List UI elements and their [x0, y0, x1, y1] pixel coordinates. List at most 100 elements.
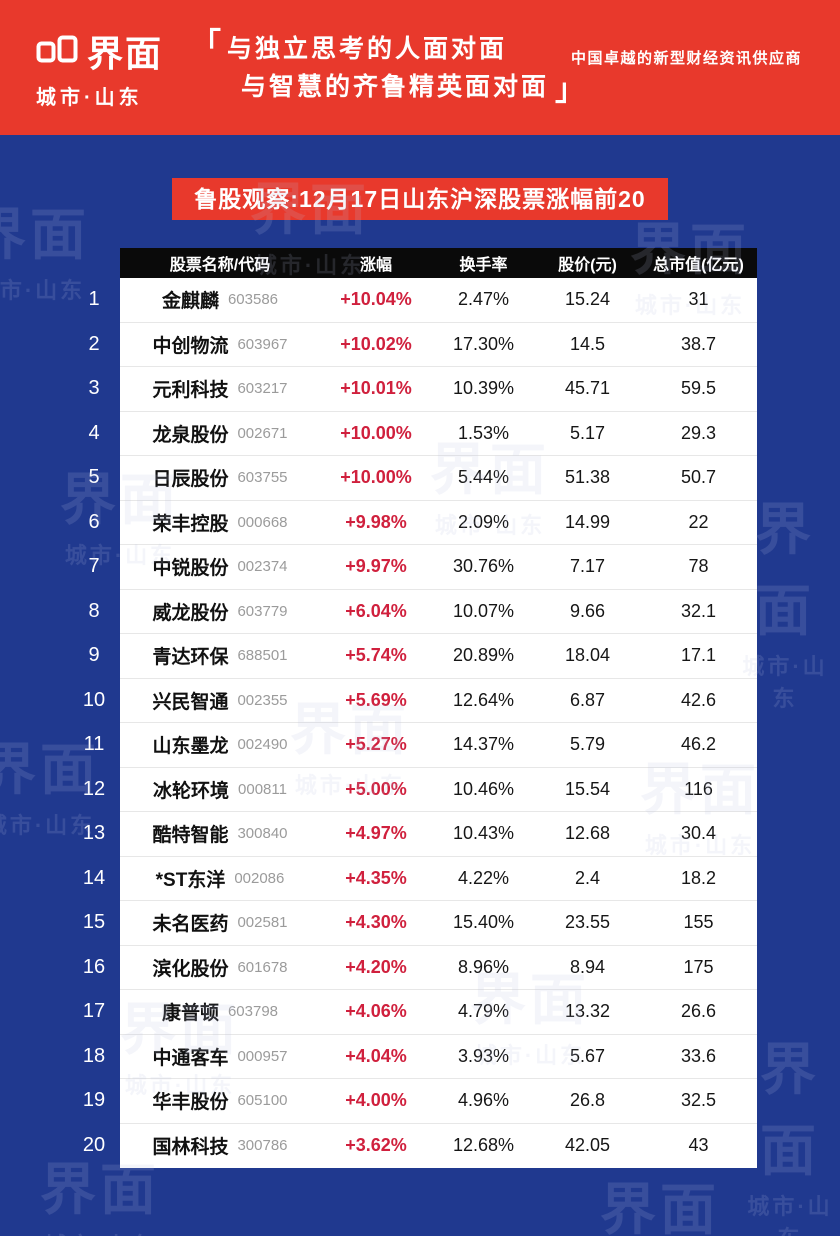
stock-name: 康普顿	[161, 1003, 219, 1025]
table-row: 15 未名医药 002581 +4.30% 15.40% 23.55 155	[83, 901, 757, 946]
stock-name: 山东墨龙	[152, 736, 229, 758]
stock-code: 300840	[237, 825, 288, 843]
market-cap-value: 38.7	[680, 333, 717, 354]
stock-name: 中锐股份	[152, 558, 229, 580]
market-cap-value: 175	[683, 956, 714, 977]
change-value: +4.97%	[345, 823, 407, 844]
logo-subtitle: 城市·山东	[36, 87, 143, 109]
change-value: +10.04%	[340, 289, 412, 310]
stock-name: 冰轮环境	[153, 780, 230, 802]
table-row: 11 山东墨龙 002490 +5.27% 14.37% 5.79 46.2	[84, 723, 757, 768]
stock-name-cell: 金麒麟 603586	[120, 278, 320, 322]
turnover-value: 8.96%	[457, 956, 510, 977]
stock-code: 603798	[227, 1003, 279, 1021]
change-value: +5.74%	[345, 645, 407, 666]
stock-name-cell: 酷特智能 300840	[120, 812, 320, 856]
stock-name-cell: 威龙股份 603779	[120, 590, 320, 634]
table-row: 20 国林科技 300786 +3.62% 12.68% 42.05 43	[83, 1124, 757, 1169]
stock-code: 000811	[238, 780, 287, 798]
stock-name: 国林科技	[152, 1137, 229, 1159]
table-row: 1 金麒麟 603586 +10.04% 2.47% 15.24 31	[88, 278, 757, 323]
price-value: 42.05	[564, 1135, 611, 1156]
stock-code: 601678	[237, 958, 288, 976]
price-value: 51.38	[564, 467, 611, 488]
column-header-1: 涨幅	[359, 257, 392, 274]
stock-name: 日辰股份	[152, 469, 229, 491]
change-value: +4.00%	[345, 1090, 407, 1111]
change-value: +10.00%	[340, 467, 412, 488]
price-value: 8.94	[569, 956, 606, 977]
rank-number: 1	[88, 288, 100, 311]
rank-number: 17	[82, 1000, 106, 1023]
slogan-line2: 与智慧的齐鲁精英面对面	[241, 72, 550, 101]
stock-name-cell: 中创物流 603967	[120, 323, 320, 367]
rank-number: 3	[88, 377, 100, 400]
stock-name-cell: *ST东洋 002086	[120, 857, 320, 901]
change-value: +5.00%	[345, 778, 407, 799]
rank-number: 12	[82, 777, 106, 800]
stock-code: 002490	[237, 736, 288, 754]
stock-code: 002581	[237, 914, 288, 932]
market-cap-value: 78	[688, 556, 709, 577]
price-value: 12.68	[564, 823, 611, 844]
change-value: +9.98%	[345, 511, 407, 532]
rank-number: 8	[88, 599, 100, 622]
change-value: +4.06%	[345, 1001, 407, 1022]
table-row: 16 滨化股份 601678 +4.20% 8.96% 8.94 175	[83, 946, 757, 990]
price-value: 9.66	[569, 600, 606, 621]
rank-number: 5	[88, 466, 100, 489]
stock-name-cell: 国林科技 300786	[120, 1124, 320, 1169]
slogan: 「 与独立思考的人面对面 与智慧的齐鲁精英面对面 」	[191, 29, 586, 107]
change-value: +4.04%	[345, 1045, 407, 1066]
turnover-value: 4.22%	[457, 867, 510, 888]
turnover-value: 1.53%	[457, 422, 510, 443]
stock-table: 股票名称/代码 涨幅 换手率 股价(元) 总市值(亿元) 1 金麒麟 603586 +10.0…	[83, 248, 757, 1169]
table-row: 6 荣丰控股 000668 +9.98% 2.09% 14.99 22	[88, 501, 757, 545]
table-row: 14 *ST东洋 002086 +4.35% 4.22% 2.4 18.2	[83, 857, 757, 901]
stock-name: 兴民智通	[152, 691, 229, 713]
change-value: +4.30%	[345, 912, 407, 933]
stock-code: 603779	[237, 602, 288, 620]
jiemian-logo-icon	[36, 35, 78, 67]
change-value: +10.00%	[340, 422, 412, 443]
column-header-0: 股票名称/代码	[169, 257, 271, 274]
rank-number: 20	[82, 1134, 106, 1157]
page-title: 鲁股观察:12月17日山东沪深股票涨幅前20	[172, 178, 668, 220]
page-title-text: 鲁股观察:12月17日山东沪深股票涨幅前20	[194, 186, 646, 212]
change-value: +9.97%	[345, 556, 407, 577]
change-value: +10.01%	[340, 378, 412, 399]
stock-code: 002374	[237, 558, 288, 576]
price-value: 2.4	[574, 867, 601, 888]
rank-number: 13	[82, 822, 106, 845]
turnover-value: 2.09%	[457, 511, 510, 532]
rank-number: 19	[82, 1089, 106, 1112]
turnover-value: 10.07%	[452, 600, 515, 621]
price-value: 5.79	[569, 734, 606, 755]
change-value: +10.02%	[340, 333, 412, 354]
market-cap-value: 29.3	[680, 422, 717, 443]
turnover-value: 2.47%	[457, 289, 510, 310]
stock-name-cell: 未名医药 002581	[120, 901, 320, 945]
price-value: 13.32	[564, 1001, 611, 1022]
table-row: 4 龙泉股份 002671 +10.00% 1.53% 5.17 29.3	[88, 412, 757, 456]
rank-number: 14	[82, 866, 106, 889]
table-row: 2 中创物流 603967 +10.02% 17.30% 14.5 38.7	[88, 323, 757, 367]
price-value: 5.67	[569, 1045, 606, 1066]
turnover-value: 5.44%	[457, 467, 510, 488]
stock-code: 603586	[227, 291, 279, 309]
slogan-line1: 与独立思考的人面对面	[227, 34, 508, 63]
stock-code: 603217	[237, 380, 288, 398]
market-cap-value: 59.5	[680, 378, 717, 399]
turnover-value: 15.40%	[452, 912, 515, 933]
quote-close-bracket: 」	[555, 73, 586, 107]
column-header-4: 总市值(亿元)	[653, 257, 744, 274]
rank-number: 10	[82, 688, 106, 711]
stock-code: 000668	[237, 513, 288, 531]
rank-number: 6	[88, 510, 100, 533]
rank-number: 11	[83, 733, 105, 756]
stock-name-cell: 中锐股份 002374	[120, 545, 320, 589]
slogan-lines: 与独立思考的人面对面 与智慧的齐鲁精英面对面	[227, 30, 549, 106]
stock-name-cell: 滨化股份 601678	[120, 946, 320, 990]
change-value: +4.35%	[345, 867, 407, 888]
